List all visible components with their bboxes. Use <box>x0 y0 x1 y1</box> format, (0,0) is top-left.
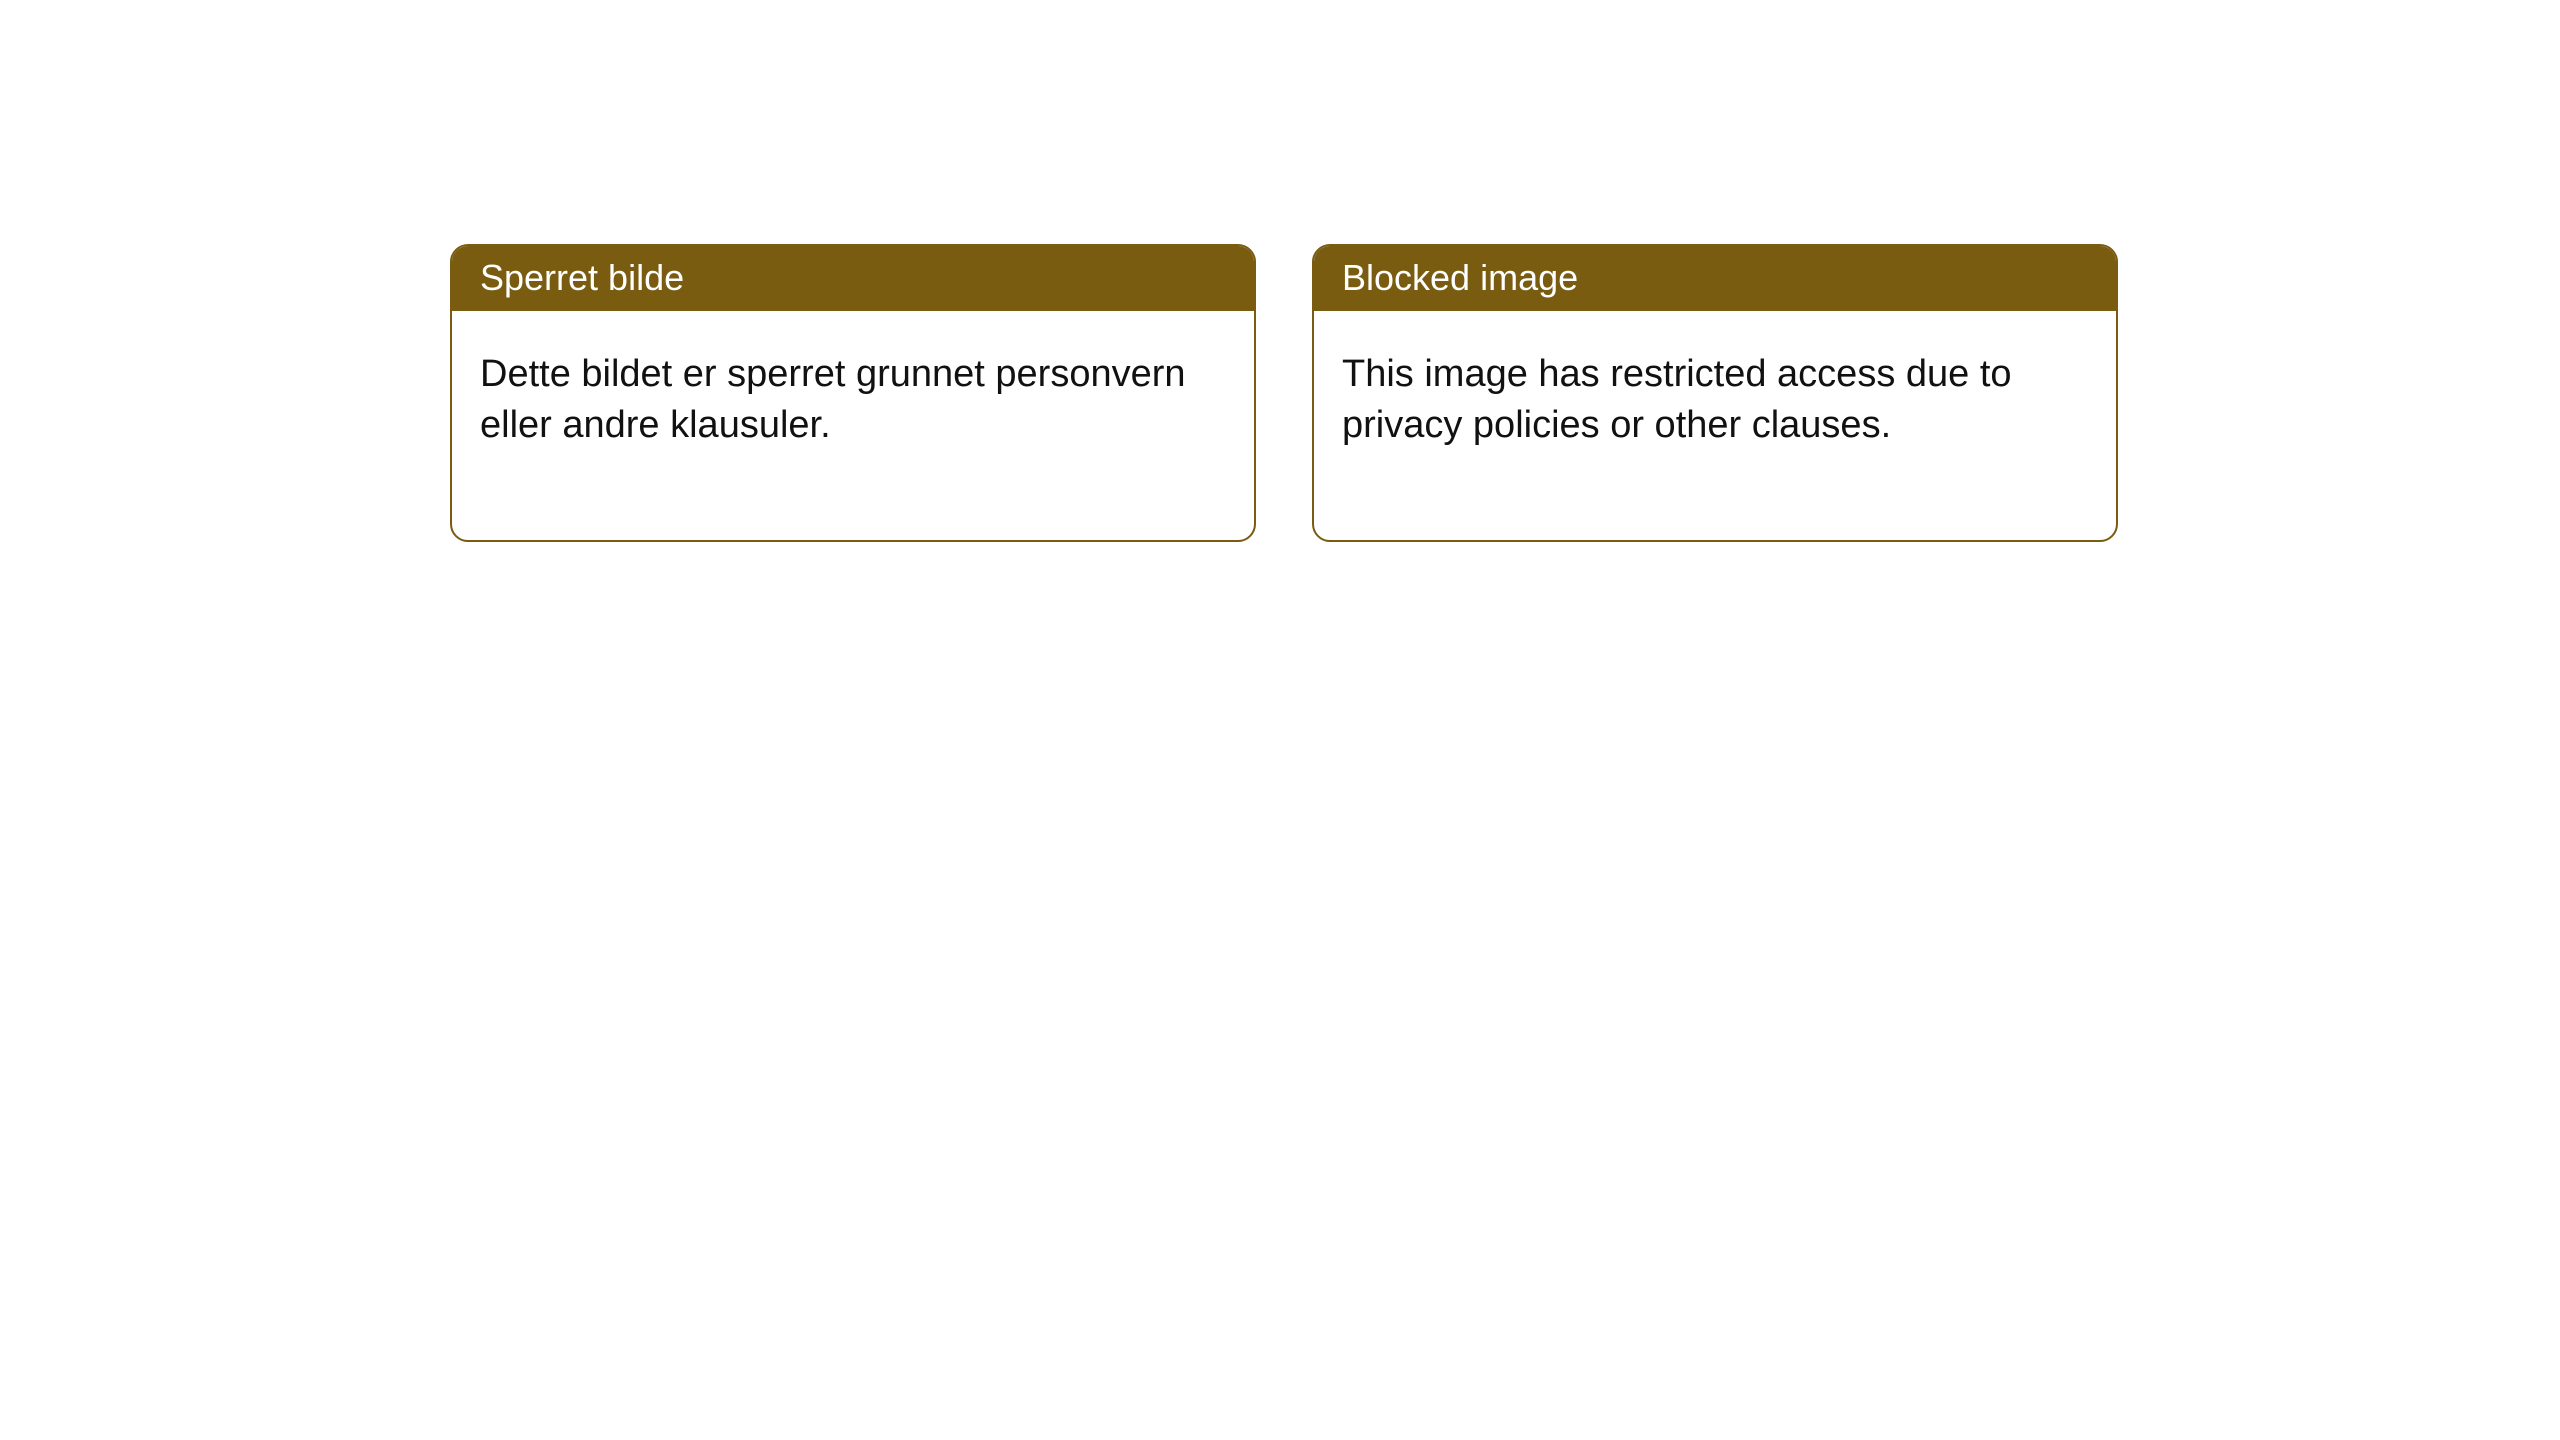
notice-container: Sperret bilde Dette bildet er sperret gr… <box>0 0 2560 542</box>
notice-card-norwegian: Sperret bilde Dette bildet er sperret gr… <box>450 244 1256 542</box>
notice-title-english: Blocked image <box>1314 246 2116 311</box>
notice-card-english: Blocked image This image has restricted … <box>1312 244 2118 542</box>
notice-title-norwegian: Sperret bilde <box>452 246 1254 311</box>
notice-body-english: This image has restricted access due to … <box>1314 311 2116 540</box>
notice-body-norwegian: Dette bildet er sperret grunnet personve… <box>452 311 1254 540</box>
